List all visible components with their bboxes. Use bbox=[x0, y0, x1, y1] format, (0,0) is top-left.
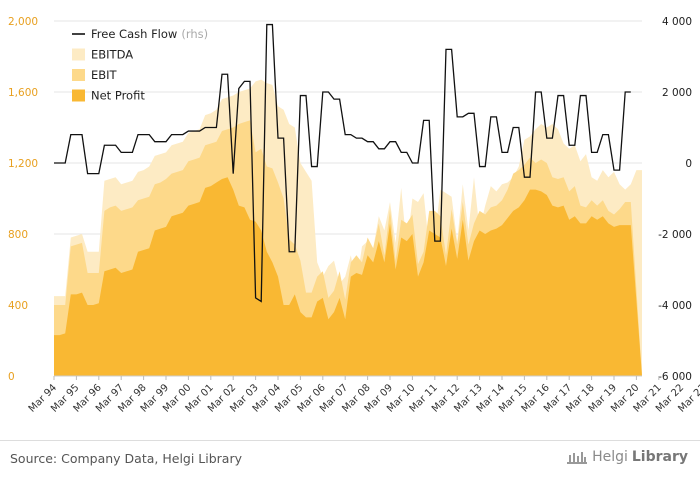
area-series bbox=[54, 79, 642, 377]
right-tick-label: 0 bbox=[685, 158, 692, 170]
brand-logo[interactable]: Helgi Library bbox=[566, 449, 688, 465]
legend-swatch-net-profit bbox=[72, 89, 85, 102]
line-free-cash-flow bbox=[54, 23, 631, 303]
legend-label-ebit: EBIT bbox=[91, 68, 118, 82]
legend-swatch-ebit bbox=[72, 69, 85, 81]
legend: Free Cash Flow (rhs) EBITDA EBIT Net Profit bbox=[72, 27, 208, 103]
right-tick-label: -6 000 bbox=[658, 371, 692, 383]
area-net-profit bbox=[54, 177, 642, 376]
source-note: Source: Company Data, Helgi Library bbox=[10, 451, 243, 466]
library-icon bbox=[567, 452, 588, 464]
left-axis: 0 400 800 1,200 1,600 2,000 bbox=[8, 16, 38, 383]
legend-note: (rhs) bbox=[181, 27, 208, 41]
legend-swatch-ebitda bbox=[72, 48, 85, 61]
left-tick-label: 1,600 bbox=[8, 87, 38, 99]
legend-label-free-cash-flow: Free Cash Flow (rhs) bbox=[91, 27, 208, 41]
right-axis: -6 000 -4 000 -2 000 0 2 000 4 000 bbox=[658, 16, 692, 383]
right-tick-label: 2 000 bbox=[662, 87, 692, 99]
left-tick-label: 2,000 bbox=[8, 16, 38, 28]
fcf-line-series bbox=[54, 23, 631, 303]
right-tick-label: -4 000 bbox=[658, 300, 692, 312]
legend-label-net-profit: Net Profit bbox=[91, 89, 145, 103]
right-tick-label: 4 000 bbox=[662, 16, 692, 28]
left-tick-label: 800 bbox=[8, 229, 28, 241]
left-tick-label: 400 bbox=[8, 300, 28, 312]
left-tick-label: 1,200 bbox=[8, 158, 38, 170]
legend-label-ebitda: EBITDA bbox=[91, 48, 133, 62]
footer-divider bbox=[0, 440, 700, 441]
chart: 0 400 800 1,200 1,600 2,000 -6 000 -4 000 -2 00… bbox=[8, 16, 700, 415]
left-tick-label: 0 bbox=[8, 371, 15, 383]
brand-suffix: Library bbox=[631, 449, 688, 465]
right-tick-label: -2 000 bbox=[658, 229, 692, 241]
brand-prefix: Helgi bbox=[592, 449, 628, 465]
